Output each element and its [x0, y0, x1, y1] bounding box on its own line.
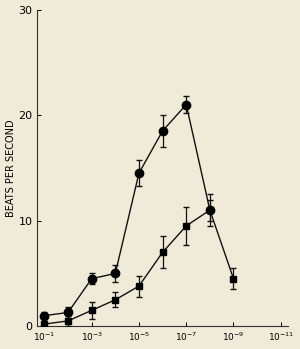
Y-axis label: BEATS PER SECOND: BEATS PER SECOND	[6, 119, 16, 217]
